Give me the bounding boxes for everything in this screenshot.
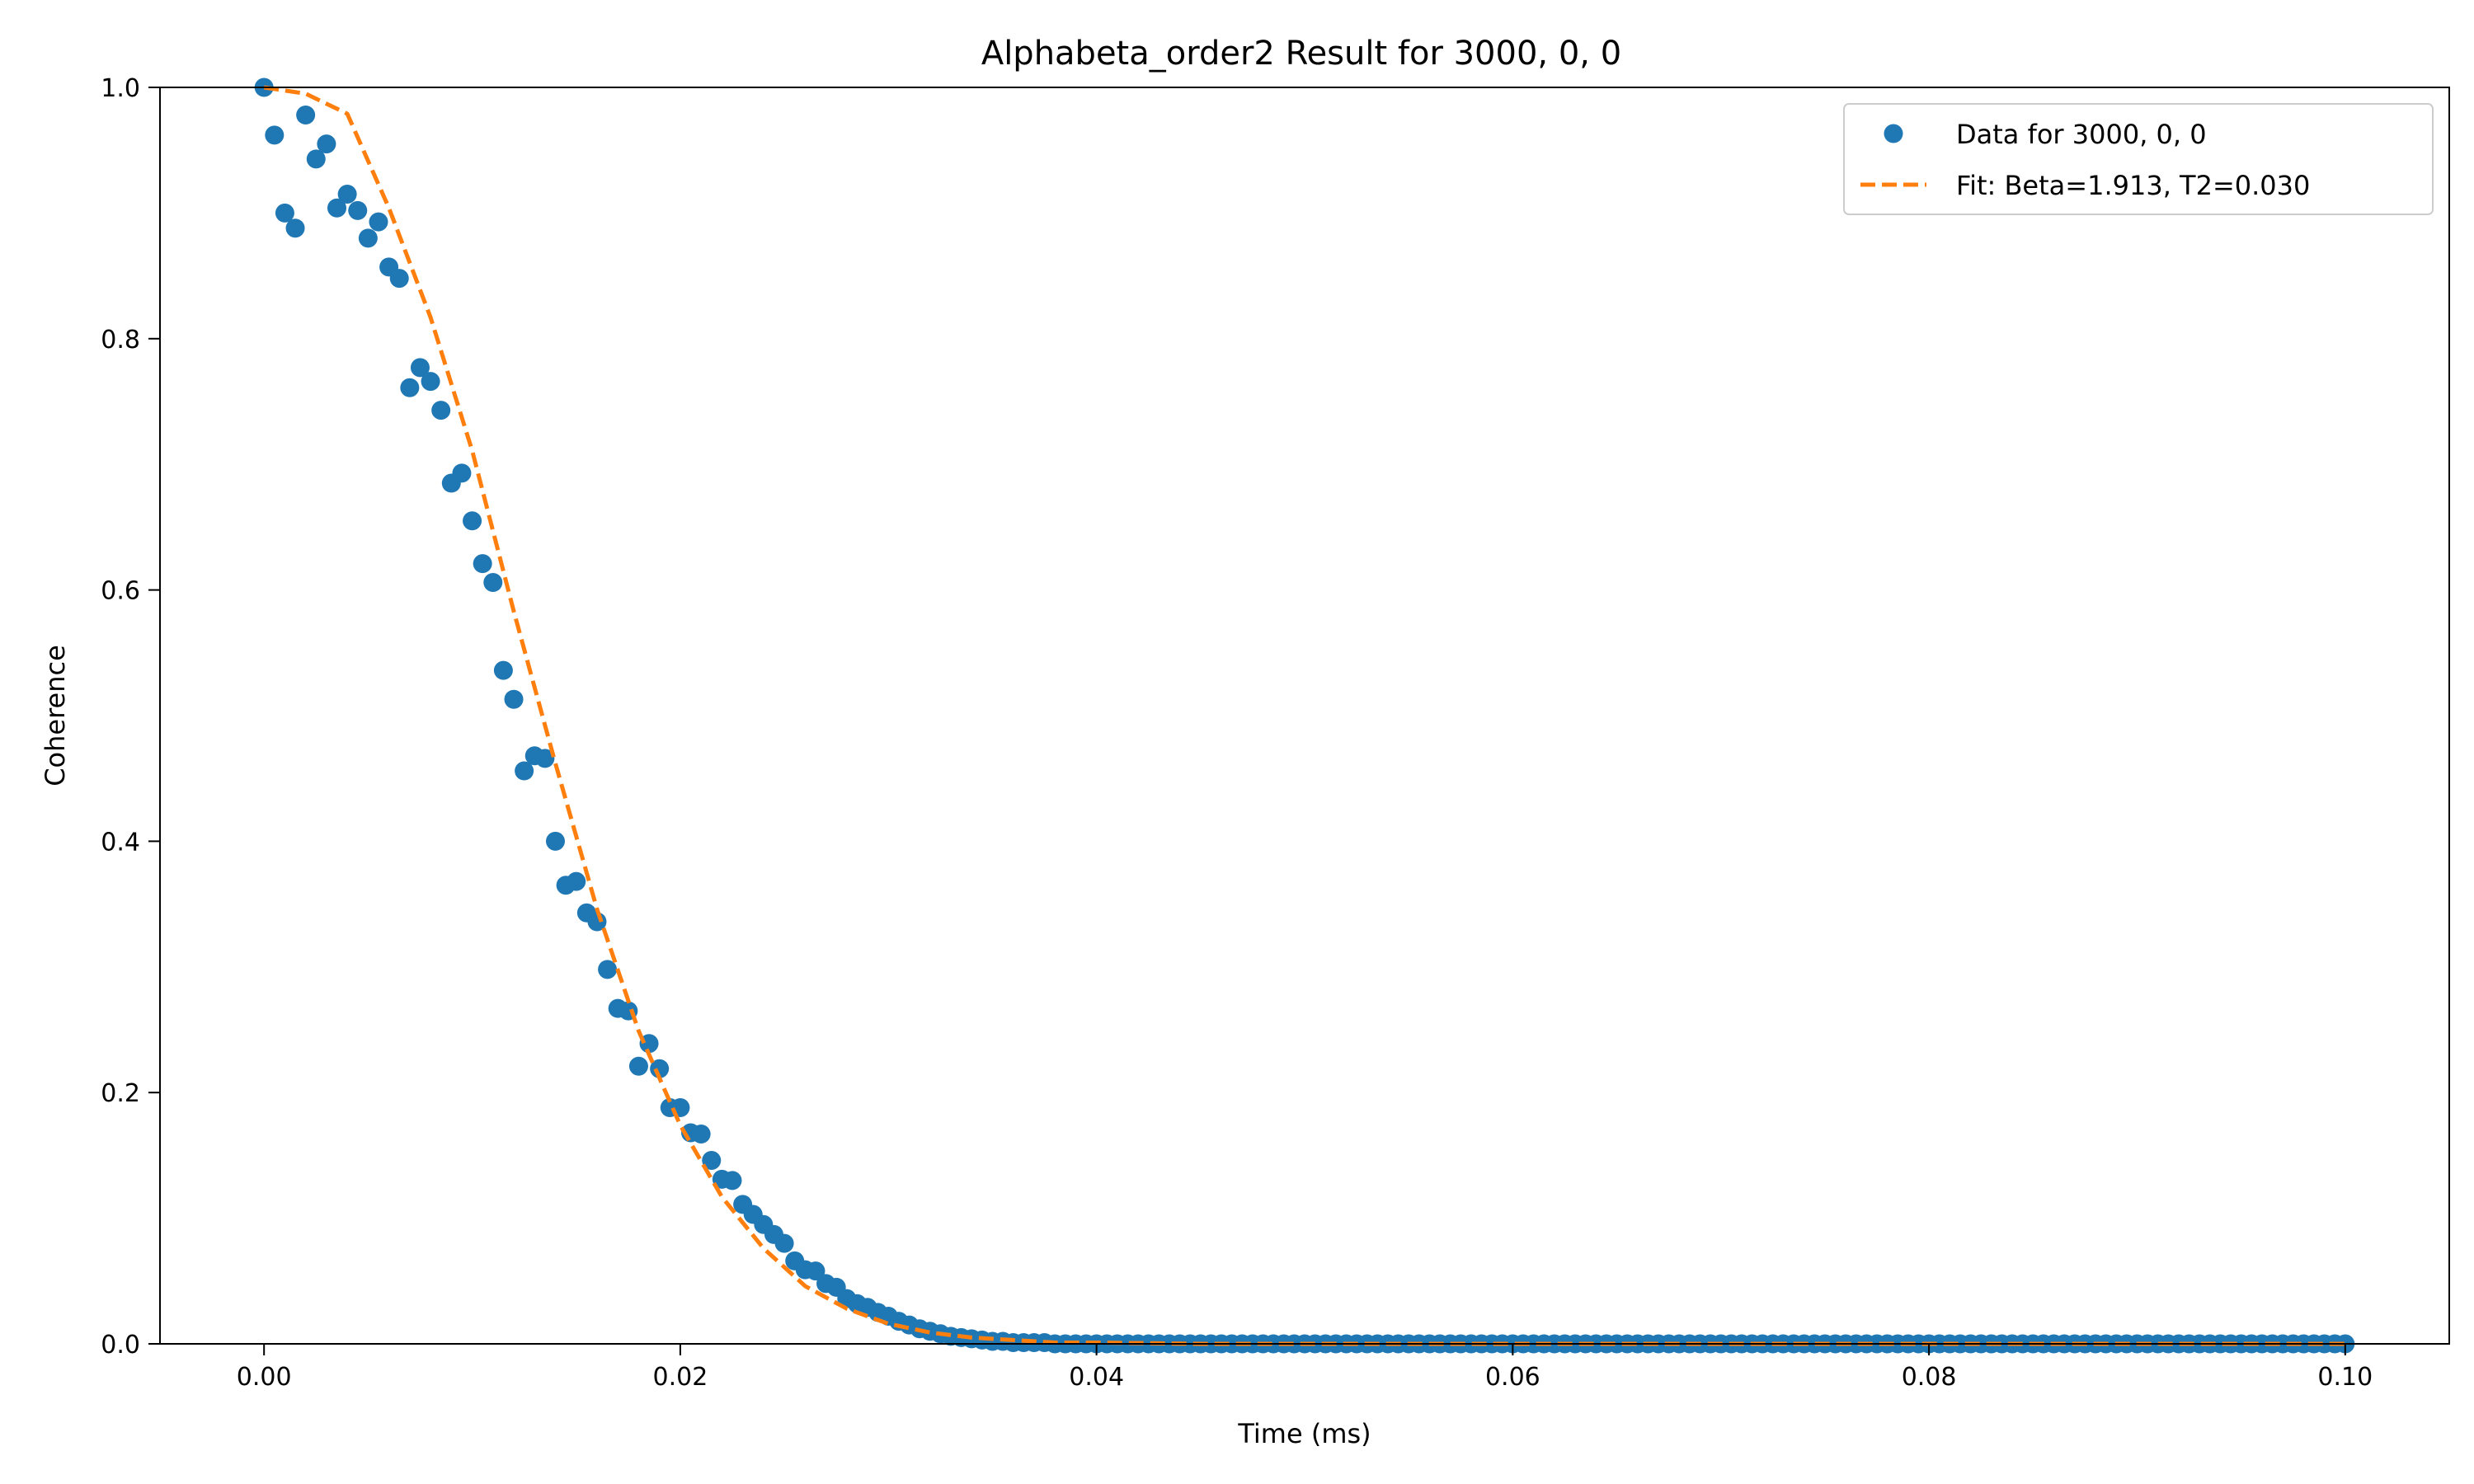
x-tick-label: 0.02 <box>653 1363 708 1392</box>
data-point <box>545 831 565 851</box>
data-point <box>722 1171 742 1190</box>
data-point <box>628 1056 648 1076</box>
data-point <box>535 749 555 768</box>
legend-label-data: Data for 3000, 0, 0 <box>1956 119 2207 150</box>
axes-frame <box>159 87 2450 1345</box>
data-point <box>473 554 492 574</box>
data-point <box>493 660 513 680</box>
x-tick-label: 0.06 <box>1485 1363 1540 1392</box>
data-point <box>317 134 336 154</box>
x-tick-label: 0.00 <box>237 1363 292 1392</box>
data-point <box>431 401 451 420</box>
data-point <box>421 372 440 392</box>
data-point <box>348 200 368 220</box>
y-axis-label: Coherence <box>40 645 71 787</box>
data-point <box>369 212 388 232</box>
y-tick-label: 0.6 <box>101 577 140 606</box>
y-tick-label: 1.0 <box>101 74 140 103</box>
data-point <box>463 511 482 531</box>
legend-label-fit: Fit: Beta=1.913, T2=0.030 <box>1956 170 2310 201</box>
data-point <box>504 689 524 709</box>
data-point <box>389 269 409 289</box>
data-point <box>515 761 534 781</box>
data-point <box>483 572 503 592</box>
legend-marker-data <box>1884 124 1903 143</box>
x-tick-label: 0.10 <box>2317 1363 2373 1392</box>
legend-box <box>1843 103 2434 215</box>
y-tick-label: 0.4 <box>101 828 140 857</box>
data-point <box>327 198 347 218</box>
data-point <box>306 149 326 169</box>
x-tick-label: 0.08 <box>1902 1363 1957 1392</box>
data-point <box>650 1059 670 1078</box>
data-point <box>598 960 618 979</box>
data-point <box>691 1124 711 1144</box>
data-point <box>265 125 285 145</box>
data-point <box>285 218 305 238</box>
data-point <box>275 203 294 223</box>
data-point <box>296 106 316 125</box>
data-point <box>567 871 586 891</box>
data-point <box>410 358 430 378</box>
y-tick-label: 0.2 <box>101 1079 140 1108</box>
x-tick-label: 0.04 <box>1069 1363 1124 1392</box>
data-point <box>702 1151 722 1170</box>
data-point <box>337 185 357 204</box>
y-tick-label: 0.8 <box>101 326 140 355</box>
data-point <box>774 1233 794 1253</box>
chart-title: Alphabeta_order2 Result for 3000, 0, 0 <box>981 35 1621 73</box>
y-tick-label: 0.0 <box>101 1331 140 1360</box>
data-point <box>400 378 420 397</box>
x-axis: 0.00 0.02 0.04 0.06 0.08 0.10 <box>237 1344 2373 1392</box>
x-axis-label: Time (ms) <box>1237 1418 1371 1449</box>
y-axis: 0.0 0.2 0.4 0.6 0.8 1.0 <box>101 74 160 1360</box>
legend: Data for 3000, 0, 0 Fit: Beta=1.913, T2=0… <box>1843 103 2434 215</box>
data-point <box>358 228 378 248</box>
data-point <box>452 463 472 483</box>
data-point <box>806 1261 825 1281</box>
